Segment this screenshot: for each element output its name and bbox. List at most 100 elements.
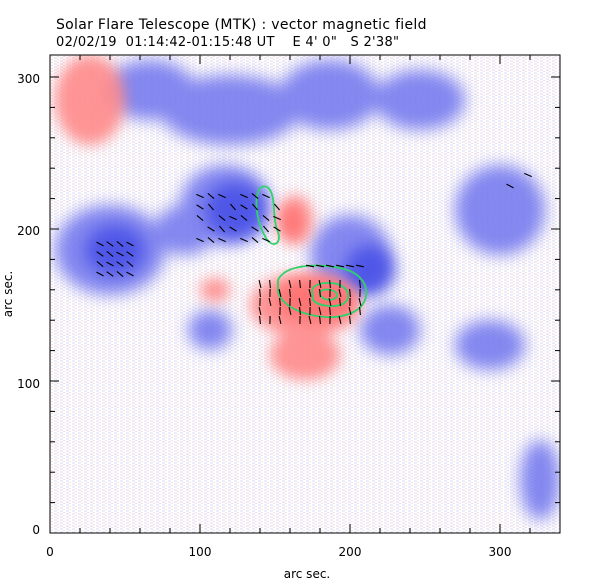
field-vector <box>218 237 226 243</box>
field-vector <box>196 204 204 210</box>
negative-region <box>280 60 380 130</box>
field-vector <box>262 193 270 199</box>
field-vector <box>96 241 104 247</box>
field-vector <box>298 297 302 307</box>
positive-region <box>200 278 230 302</box>
field-vector <box>259 315 261 325</box>
field-vector <box>218 193 226 199</box>
y-tick-label: 200 <box>17 224 40 238</box>
field-vector <box>273 215 281 221</box>
field-vector <box>288 306 292 316</box>
y-tick-label: 100 <box>17 377 40 391</box>
strong-positive-region <box>282 206 302 238</box>
field-vector <box>218 214 226 222</box>
field-vector <box>207 203 215 211</box>
field-vector <box>240 214 248 222</box>
field-vector <box>279 297 281 307</box>
strong-positive-region <box>275 278 355 322</box>
field-vector <box>251 226 259 232</box>
field-vector <box>196 237 204 243</box>
field-vector <box>96 251 104 257</box>
field-vector <box>116 251 124 257</box>
field-vector <box>319 288 321 298</box>
field-vector <box>207 226 215 232</box>
field-vector <box>278 288 282 298</box>
strong-negative-region <box>85 225 145 275</box>
field-vector <box>259 288 261 298</box>
field-vector <box>355 264 365 268</box>
field-vector <box>268 297 272 307</box>
field-vector <box>309 297 311 307</box>
transverse-field-vectors <box>96 172 532 325</box>
field-vector <box>328 297 332 307</box>
field-vector <box>116 270 124 278</box>
field-vector <box>269 279 271 289</box>
negative-region <box>360 305 420 355</box>
x-tick-label: 200 <box>339 545 362 559</box>
field-vector <box>262 225 270 233</box>
field-vector <box>338 288 342 298</box>
field-vector <box>240 237 248 243</box>
field-vector <box>251 192 259 200</box>
field-vector <box>325 264 335 268</box>
position-ns: S 2'38" <box>350 35 400 50</box>
negative-region <box>520 440 560 520</box>
field-vector <box>262 237 270 243</box>
x-axis-label: arc sec. <box>284 567 330 581</box>
field-vector <box>106 241 114 247</box>
field-vector <box>289 288 291 298</box>
field-vector <box>96 260 104 268</box>
plot-frame <box>49 54 561 534</box>
negative-region <box>160 75 300 145</box>
field-vector <box>359 279 361 289</box>
field-vector <box>273 226 281 232</box>
field-vector <box>229 215 237 221</box>
strong-negative-region <box>345 245 395 295</box>
field-vector <box>262 214 270 222</box>
field-vector <box>258 279 262 289</box>
field-vector <box>318 306 322 316</box>
field-vector <box>229 203 237 211</box>
negative-region <box>188 310 232 350</box>
field-vector <box>315 264 325 268</box>
field-vector <box>116 261 124 267</box>
field-vector <box>278 315 282 325</box>
field-vector <box>335 264 345 268</box>
field-vector <box>308 315 312 325</box>
field-vector <box>126 271 134 277</box>
negative-region <box>455 320 525 370</box>
positive-region <box>55 55 125 145</box>
x-tick-label: 0 <box>46 545 54 559</box>
field-vector <box>273 203 281 211</box>
field-vector <box>207 192 215 200</box>
field-vector <box>329 306 331 316</box>
observation-date: 02/02/19 <box>56 35 117 50</box>
field-vector <box>349 315 351 325</box>
field-vector <box>106 261 114 267</box>
x-tick-label: 300 <box>489 545 512 559</box>
field-vector <box>116 240 124 248</box>
field-vector <box>329 279 331 289</box>
field-vector <box>96 271 104 277</box>
field-vector <box>299 279 301 289</box>
field-vector <box>258 306 262 316</box>
field-vector <box>345 264 355 268</box>
field-vector <box>318 279 322 289</box>
negative-region <box>455 165 545 255</box>
field-vector <box>126 251 134 257</box>
field-vector <box>229 226 237 232</box>
observation-info: 02/02/19 01:14:42-01:15:48 UT E 4' 0" S … <box>56 36 399 49</box>
field-vector <box>506 183 514 189</box>
axis-ticks <box>49 55 561 534</box>
positive-region <box>270 330 340 380</box>
field-vector <box>288 279 292 289</box>
field-vector <box>196 193 204 199</box>
field-vector <box>126 241 134 247</box>
y-tick-label: 300 <box>17 72 40 86</box>
field-vector <box>126 260 134 268</box>
field-vector <box>251 236 259 244</box>
field-vector <box>299 306 301 316</box>
field-vector <box>207 236 215 244</box>
field-vector <box>251 203 259 211</box>
field-vector <box>106 271 114 277</box>
